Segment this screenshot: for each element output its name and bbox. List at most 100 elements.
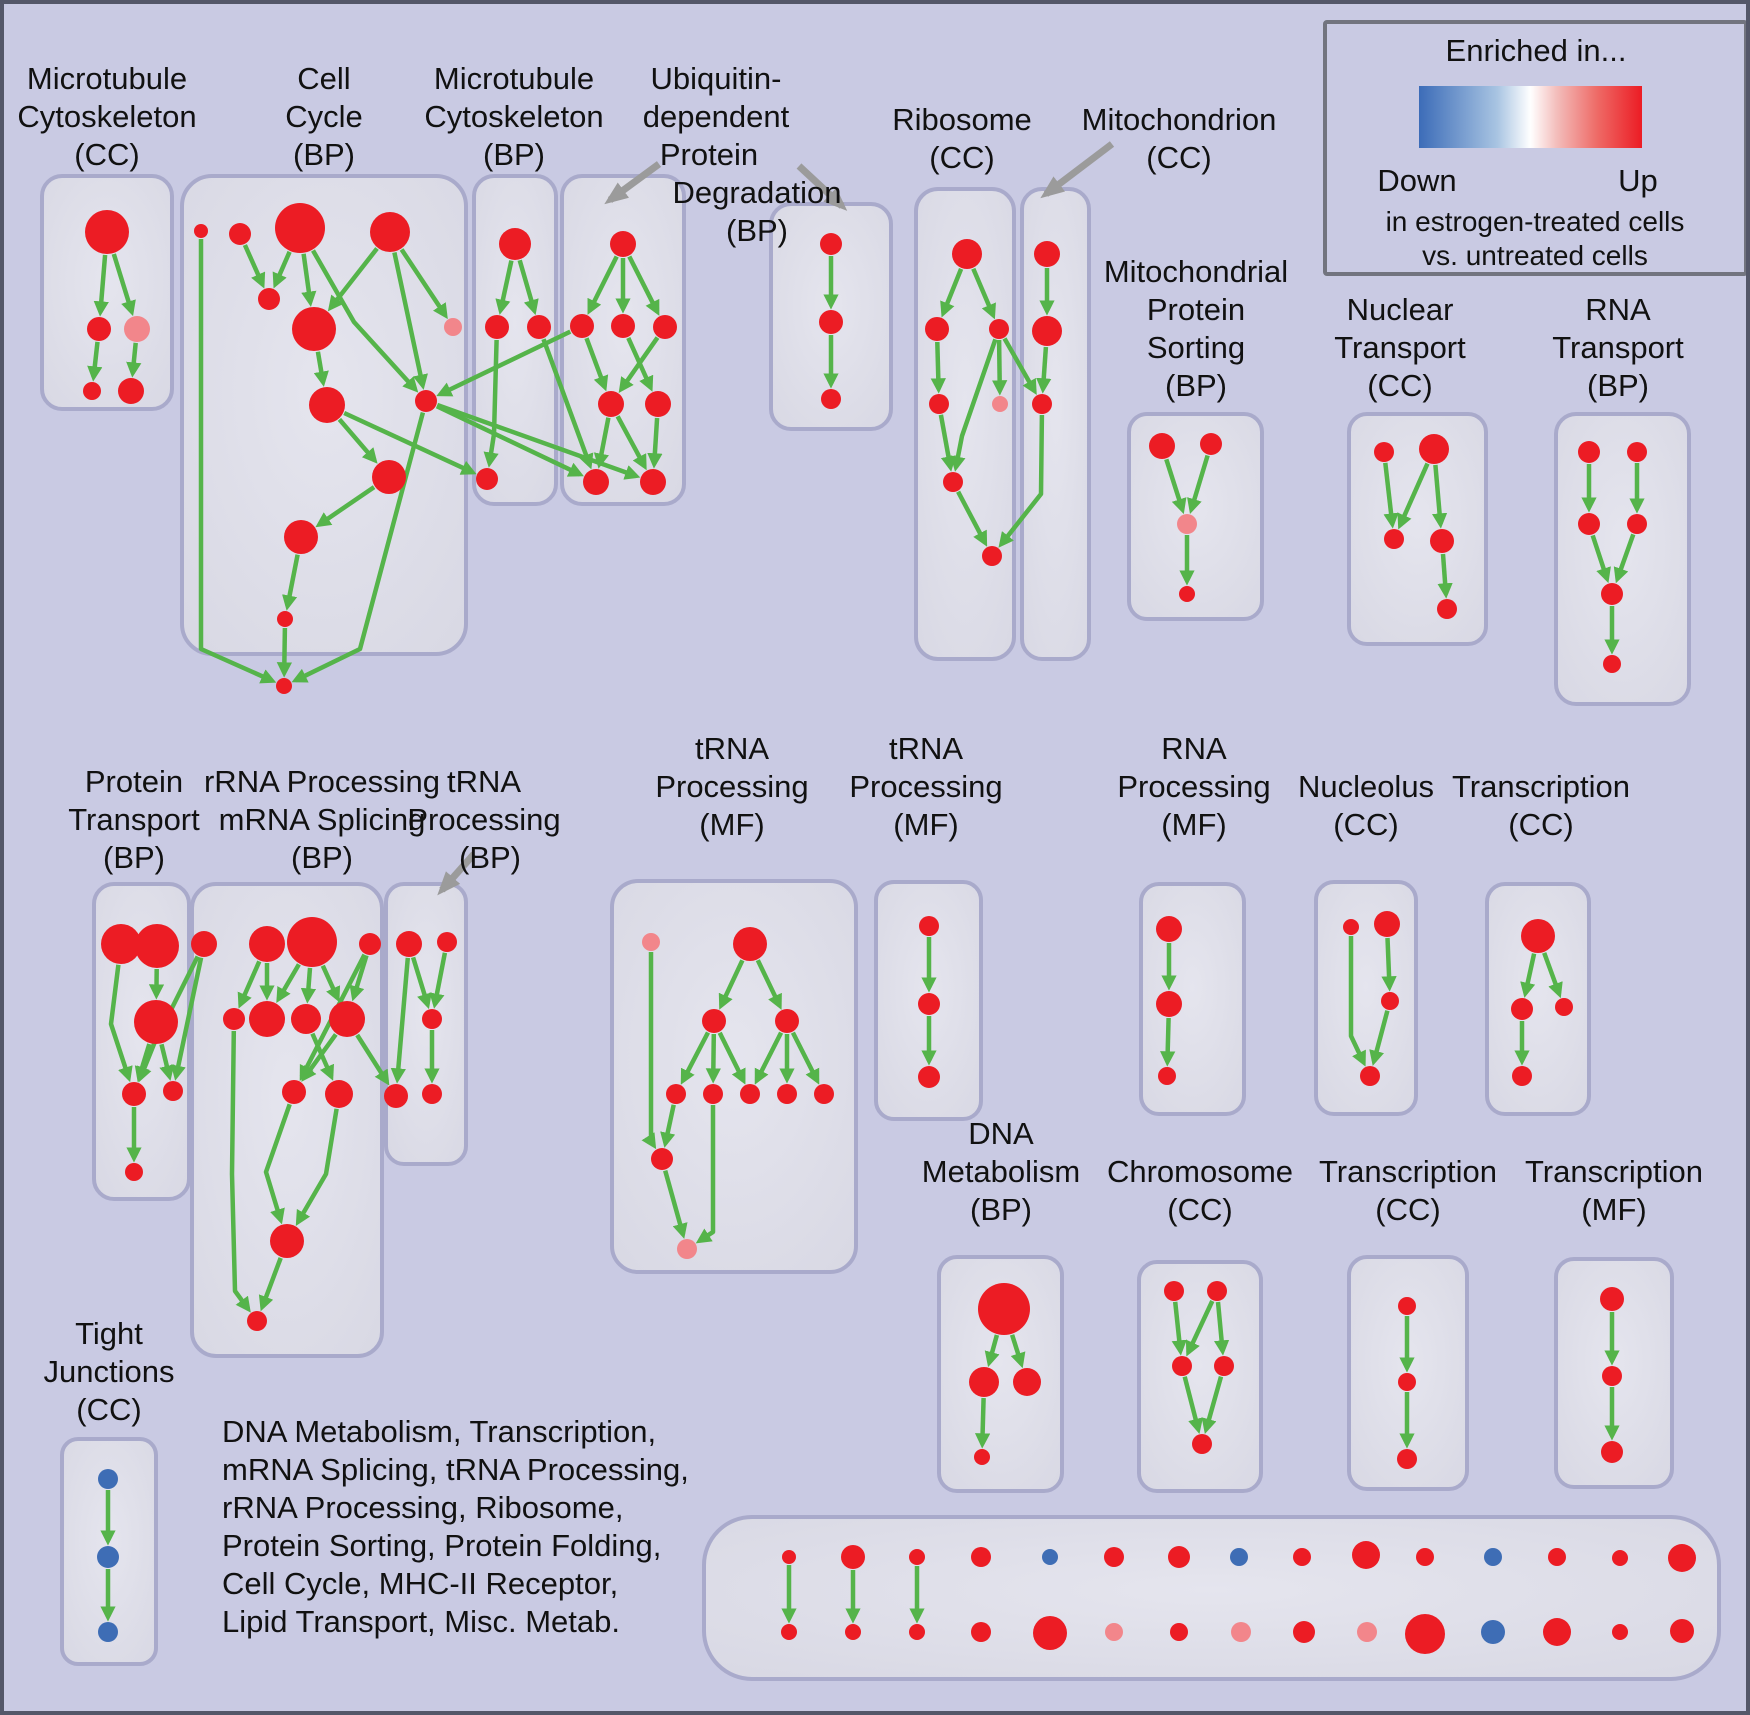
edge-ribo.3-to-ribo.5 — [938, 414, 957, 472]
cluster-title-ub-line-0: Ubiquitin- — [651, 61, 782, 96]
go-term-node-tmf3-1 — [1602, 1366, 1622, 1386]
go-term-node-tccu-3 — [1512, 1066, 1532, 1086]
cluster-box-chrom — [1137, 1260, 1263, 1493]
go-term-node-wide-23 — [1293, 1621, 1315, 1643]
go-term-node-nucl-1 — [1374, 911, 1400, 937]
cluster-box-dnam — [937, 1255, 1064, 1493]
cluster-title-cellcycle-line-2: (BP) — [293, 137, 355, 172]
cluster-title-mps-line-0: Mitochondrial — [1104, 254, 1288, 289]
edge-dnam.0-to-dnam.1 — [984, 1334, 1000, 1368]
edge-tccu.0-to-tccu.1 — [1520, 953, 1537, 998]
cluster-title-tmf1-line-0: tRNA — [695, 731, 769, 766]
go-term-node-chrom-3 — [1214, 1356, 1234, 1376]
edge-trbp.0-to-trbp.2 — [410, 956, 432, 1010]
go-term-node-tmf1-5 — [703, 1084, 723, 1104]
cluster-title-tccl-line-0: Transcription — [1319, 1154, 1497, 1189]
go-term-node-rrna-6 — [291, 1004, 321, 1034]
go-term-node-tmf1-2 — [702, 1009, 726, 1033]
cluster-title-tmf2-line-1: Processing — [849, 769, 1002, 804]
edge-rpmf.1-to-rpmf.2 — [1160, 1017, 1176, 1067]
go-term-node-rpmf-0 — [1156, 916, 1182, 942]
go-term-node-tccu-1 — [1511, 998, 1533, 1020]
go-term-node-chrom-4 — [1192, 1434, 1212, 1454]
edge-tmf1.5-to-tmf1.10 — [695, 1105, 716, 1244]
go-term-node-wide-20 — [1105, 1623, 1123, 1641]
go-term-node-rnat-5 — [1603, 655, 1621, 673]
pointer-arrow-0 — [604, 161, 662, 205]
go-term-node-mps-1 — [1200, 433, 1222, 455]
go-term-node-pt-4 — [163, 1081, 183, 1101]
edge-rrna.1-to-rrna.4 — [237, 960, 262, 1009]
edge-trbp.1-to-trbp.2 — [429, 952, 448, 1009]
edge-cellcycle.3-to-cellcycle.7 — [392, 252, 428, 390]
edge-cellcycle.1-to-cellcycle.4 — [242, 244, 266, 289]
go-term-node-ub1-2 — [611, 314, 635, 338]
edge-tmf1.2-to-tmf1.4 — [680, 1031, 710, 1085]
cluster-title-pt-line-2: (BP) — [103, 840, 165, 875]
cluster-box-mps — [1127, 412, 1264, 621]
edge-rnat.2-to-rnat.4 — [1590, 534, 1611, 584]
go-term-node-ub1-7 — [640, 469, 666, 495]
edge-nuct.3-to-nuct.4 — [1437, 553, 1453, 599]
go-term-node-wide-8 — [1293, 1548, 1311, 1566]
go-term-node-nucl-3 — [1360, 1066, 1380, 1086]
go-term-node-rrna-0 — [191, 931, 217, 957]
edge-nuct.1-to-nuct.2 — [1397, 462, 1430, 530]
go-term-node-chrom-2 — [1172, 1356, 1192, 1376]
go-term-node-rrna-11 — [247, 1311, 267, 1331]
cluster-title-rrna-line-1: mRNA Splicing — [219, 802, 426, 837]
go-term-node-wide-29 — [1670, 1619, 1694, 1643]
cluster-title-cellcycle-line-0: Cell — [297, 61, 350, 96]
go-term-node-tmf1-6 — [740, 1084, 760, 1104]
edge-rnat.3-to-rnat.4 — [1613, 533, 1636, 584]
go-term-node-wide-27 — [1543, 1618, 1571, 1646]
go-term-node-nucl-0 — [1343, 919, 1359, 935]
go-term-node-tmf1-7 — [777, 1084, 797, 1104]
go-term-node-wide-4 — [1042, 1549, 1058, 1565]
go-term-node-rrna-5 — [249, 1001, 285, 1037]
go-term-node-cellcycle-5 — [292, 307, 336, 351]
go-term-node-wide-24 — [1357, 1622, 1377, 1642]
go-term-node-tmf1-3 — [775, 1009, 799, 1033]
cluster-title-tmf3-line-0: Transcription — [1525, 1154, 1703, 1189]
go-term-node-rrna-8 — [282, 1080, 306, 1104]
summary-text-line-5: Lipid Transport, Misc. Metab. — [222, 1604, 620, 1639]
legend-subtitle-2: vs. untreated cells — [1422, 240, 1648, 271]
go-term-node-mito-1 — [1032, 316, 1062, 346]
edge-cellcycle.8-to-mtbp.3 — [343, 410, 477, 475]
go-term-node-ub2-0 — [820, 233, 842, 255]
edge-cellcycle.2-to-cellcycle.4 — [272, 250, 292, 289]
go-term-node-ribo-5 — [943, 472, 963, 492]
cluster-title-rpmf-line-1: Processing — [1117, 769, 1270, 804]
edge-mito.1-to-mito.2 — [1036, 346, 1052, 394]
edge-nuct.0-to-nuct.2 — [1383, 462, 1399, 529]
go-term-node-wide-0 — [782, 1550, 796, 1564]
go-term-node-tccu-2 — [1555, 998, 1573, 1016]
summary-text-line-0: DNA Metabolism, Transcription, — [222, 1414, 656, 1449]
edge-chrom.1-to-chrom.3 — [1213, 1301, 1230, 1356]
cluster-title-rrna-line-0: rRNA Processing — [204, 764, 440, 799]
go-term-node-rnat-4 — [1601, 583, 1623, 605]
edge-rrna.2-to-rrna.5 — [276, 963, 301, 1004]
go-term-node-mps-0 — [1149, 433, 1175, 459]
edge-mtbp.0-to-mtbp.2 — [517, 259, 539, 316]
cluster-title-mps-line-1: Protein — [1147, 292, 1245, 327]
edge-mtcc.1-to-mtcc.3 — [87, 341, 103, 382]
cluster-title-cellcycle-line-1: Cycle — [285, 99, 363, 134]
edge-trbp.0-to-trbp.3 — [390, 957, 411, 1084]
go-term-node-mtbp-2 — [527, 315, 551, 339]
go-term-node-ribo-2 — [989, 319, 1009, 339]
go-term-node-ub2-2 — [821, 389, 841, 409]
go-term-node-wide-11 — [1484, 1548, 1502, 1566]
go-term-node-nucl-2 — [1381, 992, 1399, 1010]
edge-rrna.2-to-rrna.7 — [320, 964, 341, 1003]
go-term-node-ub1-3 — [653, 315, 677, 339]
go-term-node-mps-3 — [1179, 586, 1195, 602]
go-term-node-nuct-0 — [1374, 442, 1394, 462]
edge-ribo.0-to-ribo.1 — [940, 268, 964, 318]
edge-cellcycle.5-to-cellcycle.8 — [313, 351, 329, 387]
go-term-node-wide-2 — [909, 1549, 925, 1565]
go-term-node-rrna-3 — [359, 933, 381, 955]
go-term-node-wide-12 — [1548, 1548, 1566, 1566]
edge-rrna.3-to-rrna.7 — [349, 954, 369, 1002]
